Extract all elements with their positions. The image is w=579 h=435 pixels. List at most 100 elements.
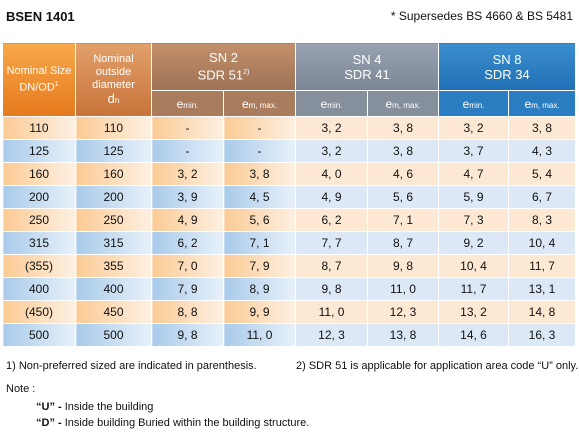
cell-size: (355) — [2, 254, 76, 278]
subheader-sn2-emax: em, max. — [222, 90, 297, 117]
cell-sn8-max: 4, 3 — [508, 139, 577, 163]
table-row: 315 315 6, 2 7, 1 7, 7 8, 7 9, 2 10, 4 — [2, 231, 577, 255]
cell-sn2-max: 9, 9 — [222, 300, 297, 324]
cell-sn8-max: 3, 8 — [508, 116, 577, 140]
cell-sn8-max: 16, 3 — [508, 323, 577, 347]
cell-sn8-min: 10, 4 — [438, 254, 510, 278]
cell-sn2-min: 4, 9 — [151, 208, 224, 232]
header-sn4: SN 4 SDR 41 — [295, 42, 440, 91]
cell-sn8-min: 4, 7 — [438, 162, 510, 186]
cell-sn4-max: 9, 8 — [367, 254, 440, 278]
cell-size: 400 — [2, 277, 76, 301]
cell-sn8-max: 10, 4 — [508, 231, 577, 255]
subheader-sn4-emin: emin. — [295, 90, 369, 117]
cell-sn4-min: 8, 7 — [295, 254, 369, 278]
table-row: (355) 355 7, 0 7, 9 8, 7 9, 8 10, 4 11, … — [2, 254, 577, 278]
cell-od: 400 — [75, 277, 152, 301]
cell-sn8-min: 3, 7 — [438, 139, 510, 163]
cell-sn8-min: 7, 3 — [438, 208, 510, 232]
cell-sn4-max: 5, 6 — [367, 185, 440, 209]
cell-sn8-min: 11, 7 — [438, 277, 510, 301]
cell-sn2-min: 7, 0 — [151, 254, 224, 278]
note-label: Note : — [6, 383, 36, 395]
cell-sn2-min: 7, 9 — [151, 277, 224, 301]
cell-size: 315 — [2, 231, 76, 255]
cell-sn4-max: 13, 8 — [367, 323, 440, 347]
cell-sn8-min: 13, 2 — [438, 300, 510, 324]
cell-od: 450 — [75, 300, 152, 324]
cell-sn4-max: 3, 8 — [367, 139, 440, 163]
table-row: (450) 450 8, 8 9, 9 11, 0 12, 3 13, 2 14… — [2, 300, 577, 324]
cell-size: (450) — [2, 300, 76, 324]
table-row: 125 125 - - 3, 2 3, 8 3, 7 4, 3 — [2, 139, 577, 163]
cell-sn2-max: 11, 0 — [222, 323, 297, 347]
cell-sn8-max: 11, 7 — [508, 254, 577, 278]
subheader-sn8-emin: emin. — [438, 90, 510, 117]
cell-size: 500 — [2, 323, 76, 347]
supersedes-note: * Supersedes BS 4660 & BS 5481 — [390, 9, 573, 23]
cell-sn4-max: 8, 7 — [367, 231, 440, 255]
cell-size: 160 — [2, 162, 76, 186]
cell-sn8-max: 5, 4 — [508, 162, 577, 186]
cell-sn4-min: 11, 0 — [295, 300, 369, 324]
cell-sn2-max: 4, 5 — [222, 185, 297, 209]
cell-sn4-max: 12, 3 — [367, 300, 440, 324]
table-row: 500 500 9, 8 11, 0 12, 3 13, 8 14, 6 16,… — [2, 323, 577, 347]
cell-od: 250 — [75, 208, 152, 232]
cell-sn4-max: 3, 8 — [367, 116, 440, 140]
cell-od: 315 — [75, 231, 152, 255]
page-header: BSEN 1401 * Supersedes BS 4660 & BS 5481 — [4, 6, 573, 28]
cell-sn4-min: 12, 3 — [295, 323, 369, 347]
header-nominal-size: Nominal Size DN/OD1 — [2, 42, 76, 117]
cell-sn4-min: 4, 0 — [295, 162, 369, 186]
cell-sn8-min: 3, 2 — [438, 116, 510, 140]
table-row: 160 160 3, 2 3, 8 4, 0 4, 6 4, 7 5, 4 — [2, 162, 577, 186]
header-sn8: SN 8 SDR 34 — [438, 42, 577, 91]
subheader-sn2-emin: emin. — [151, 90, 224, 117]
cell-sn4-min: 6, 2 — [295, 208, 369, 232]
cell-sn4-max: 7, 1 — [367, 208, 440, 232]
cell-sn2-max: - — [222, 139, 297, 163]
cell-od: 160 — [75, 162, 152, 186]
note-d-code: “D” - — [36, 417, 65, 429]
cell-sn2-min: 3, 2 — [151, 162, 224, 186]
cell-od: 110 — [75, 116, 152, 140]
cell-sn2-max: 7, 1 — [222, 231, 297, 255]
cell-sn8-max: 14, 8 — [508, 300, 577, 324]
cell-od: 125 — [75, 139, 152, 163]
cell-sn2-max: - — [222, 116, 297, 140]
standard-title: BSEN 1401 — [6, 9, 75, 24]
cell-sn8-min: 9, 2 — [438, 231, 510, 255]
table-row: 250 250 4, 9 5, 6 6, 2 7, 1 7, 3 8, 3 — [2, 208, 577, 232]
cell-sn2-min: 8, 8 — [151, 300, 224, 324]
cell-sn2-max: 3, 8 — [222, 162, 297, 186]
cell-sn8-min: 5, 9 — [438, 185, 510, 209]
header-sn2: SN 2 SDR 512) — [150, 42, 297, 91]
cell-od: 500 — [75, 323, 152, 347]
table-row: 200 200 3, 9 4, 5 4, 9 5, 6 5, 9 6, 7 — [2, 185, 577, 209]
footnote-1: 1) Non-preferred sized are indicated in … — [6, 360, 257, 372]
cell-sn4-min: 3, 2 — [295, 139, 369, 163]
cell-sn4-min: 7, 7 — [295, 231, 369, 255]
cell-sn8-max: 8, 3 — [508, 208, 577, 232]
cell-sn2-min: 9, 8 — [151, 323, 224, 347]
cell-sn2-min: - — [151, 139, 224, 163]
cell-size: 200 — [2, 185, 76, 209]
header-outside-diameter: Nominal outside diameter dn — [75, 42, 152, 117]
cell-sn4-min: 4, 9 — [295, 185, 369, 209]
subheader-sn8-emax: em, max. — [508, 90, 577, 117]
note-u-text: Inside the building — [64, 401, 154, 413]
cell-sn2-min: - — [151, 116, 224, 140]
cell-sn2-min: 3, 9 — [151, 185, 224, 209]
cell-size: 250 — [2, 208, 76, 232]
footnote-2: 2) SDR 51 is applicable for application … — [296, 360, 579, 372]
cell-sn2-max: 5, 6 — [222, 208, 297, 232]
cell-sn8-max: 13, 1 — [508, 277, 577, 301]
pipe-spec-table: Nominal Size DN/OD1 Nominal outside diam… — [2, 42, 577, 347]
cell-od: 200 — [75, 185, 152, 209]
cell-sn4-min: 9, 8 — [295, 277, 369, 301]
note-d-text: Inside building Buried within the buildi… — [64, 417, 310, 429]
cell-od: 355 — [75, 254, 152, 278]
cell-size: 125 — [2, 139, 76, 163]
note-d: “D” - Inside building Buried within the … — [36, 417, 309, 429]
